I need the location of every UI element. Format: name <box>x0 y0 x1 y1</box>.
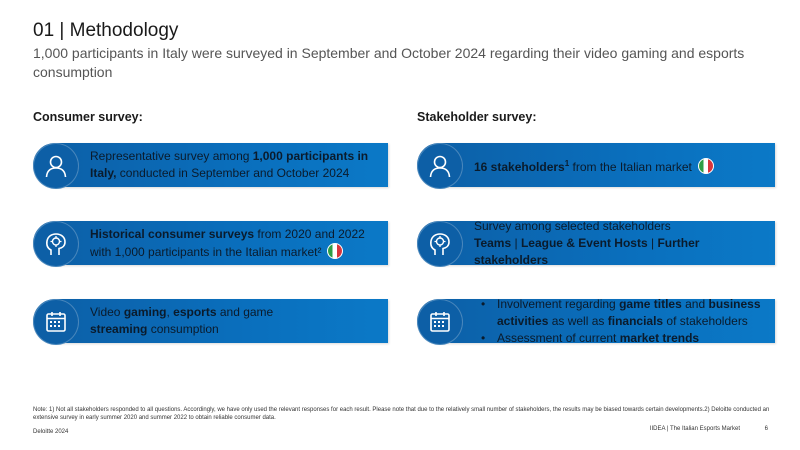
consumer-card-1-text: Representative survey among 1,000 partic… <box>90 149 369 180</box>
italy-flag-icon <box>697 157 714 174</box>
footnote: Note: 1) Not all stakeholders responded … <box>33 407 770 421</box>
consumer-card-3-text: Video gaming, esports and game streaming… <box>90 305 274 336</box>
person-icon <box>417 143 463 189</box>
stakeholder-card-selected: Survey among selected stakeholders Teams… <box>417 218 775 267</box>
page-number: 6 <box>764 426 768 432</box>
stakeholder-card-3-text: Involvement regarding game titles and bu… <box>479 296 767 347</box>
calendar-icon <box>33 299 79 345</box>
consumer-card-historical: Historical consumer surveys from 2020 an… <box>33 221 388 267</box>
head-icon <box>33 221 79 267</box>
head-icon <box>417 221 463 267</box>
calendar-icon <box>417 299 463 345</box>
consumer-card-2-text: Historical consumer surveys from 2020 an… <box>90 226 365 259</box>
italy-flag-icon <box>327 242 344 259</box>
consumer-card-representative: Representative survey among 1,000 partic… <box>33 143 388 189</box>
stakeholder-survey-heading: Stakeholder survey: <box>417 110 537 124</box>
stakeholder-card-count: 16 stakeholders1 from the Italian market <box>417 143 775 189</box>
document-title: IIDEA | The Italian Esports Market <box>649 426 740 432</box>
stakeholder-card-involvement: Involvement regarding game titles and bu… <box>417 296 775 347</box>
consumer-survey-heading: Consumer survey: <box>33 110 143 124</box>
stakeholder-card-1-text: 16 stakeholders1 from the Italian market <box>474 143 767 187</box>
source-label: Deloitte 2024 <box>33 429 69 435</box>
stakeholder-card-2-text: Survey among selected stakeholders Teams… <box>474 218 700 267</box>
bullet-market-trends: Assessment of current market trends <box>481 330 767 347</box>
page-title: 01 | Methodology <box>33 20 179 41</box>
consumer-card-consumption: Video gaming, esports and game streaming… <box>33 299 388 345</box>
person-icon <box>33 143 79 189</box>
page-subtitle: 1,000 participants in Italy were surveye… <box>33 45 745 80</box>
bullet-involvement: Involvement regarding game titles and bu… <box>481 296 767 330</box>
